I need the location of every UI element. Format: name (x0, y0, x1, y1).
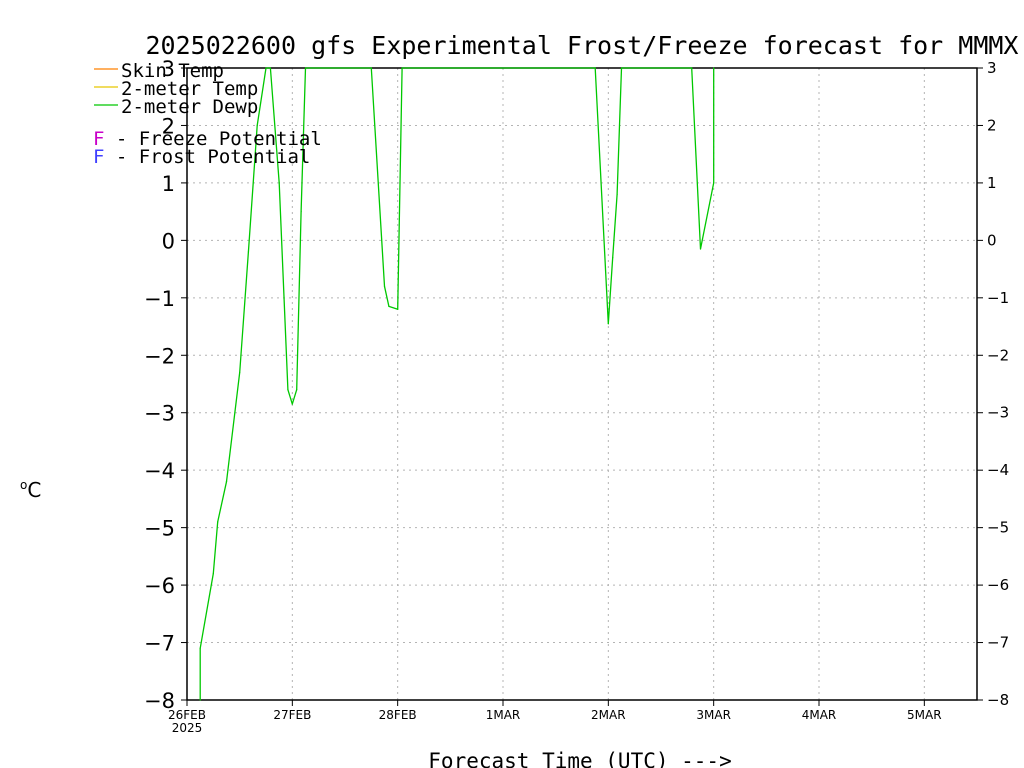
y-tick-label-left: 1 (162, 172, 175, 196)
legend-label: 2-meter Dewp (121, 96, 258, 118)
y-tick-label-left: 0 (162, 229, 175, 253)
series-point-dewpoint (388, 305, 390, 308)
series-point-dewpoint (383, 285, 386, 287)
x-axis-label: Forecast Time (UTC) ---> (428, 749, 731, 768)
y-tick-label-right: 3 (987, 59, 997, 77)
x-tick-label: 26FEB (168, 708, 206, 722)
series-point-dewpoint (278, 182, 280, 184)
series-point-dewpoint (269, 67, 271, 69)
y-tick-label-left: 2 (162, 114, 175, 138)
y-tick-label-left: −8 (144, 689, 175, 713)
series-point-dewpoint (713, 182, 715, 184)
legend-note-text: - Frost Potential (104, 146, 310, 168)
x-tick-label: 4MAR (802, 708, 837, 722)
y-tick-label-right: −5 (987, 519, 1009, 537)
legend-note-letter: F (93, 128, 104, 150)
series-point-dewpoint (620, 67, 623, 69)
series-point-dewpoint (256, 124, 258, 127)
series-point-dewpoint (199, 699, 201, 701)
x-tick-label: 2MAR (591, 708, 626, 722)
x-tick-label: 28FEB (379, 708, 417, 722)
series-point-dewpoint (594, 67, 596, 69)
y-axis-label-degree: o (20, 478, 27, 492)
y-tick-label-right: −8 (987, 691, 1009, 709)
series-point-dewpoint (401, 67, 403, 69)
series-point-dewpoint (691, 67, 693, 69)
series-point-dewpoint (212, 573, 214, 575)
series-point-dewpoint (247, 251, 250, 253)
y-axis-label-unit: C (27, 478, 41, 502)
y-tick-label-right: −7 (987, 634, 1009, 652)
series-point-dewpoint (225, 481, 228, 483)
series-layer (199, 67, 715, 701)
y-tick-label-left: −3 (144, 402, 175, 426)
series-point-dewpoint (217, 521, 219, 523)
series-point-dewpoint (713, 67, 715, 69)
series-point-dewpoint (296, 389, 298, 391)
y-axis-label: oC (20, 478, 41, 502)
y-tick-label-right: −3 (987, 404, 1009, 422)
y-tick-label-right: −6 (987, 576, 1009, 594)
y-axis-right: −8 −7 −6 −5 −4 −3 −2 −1 0 1 2 3 (977, 59, 1009, 709)
series-point-dewpoint (199, 647, 201, 649)
x-tick-label: 27FEB (273, 708, 311, 722)
y-tick-label-right: 0 (987, 231, 997, 249)
legend-note-letter: F (93, 146, 104, 168)
y-tick-label-right: −4 (987, 461, 1009, 479)
series-point-dewpoint (304, 67, 307, 69)
y-tick-label-right: −1 (987, 289, 1009, 307)
series-point-dewpoint (291, 403, 293, 405)
series-point-dewpoint (370, 67, 372, 69)
legend-note: F - Freeze Potential (93, 128, 322, 150)
y-tick-label-left: −6 (144, 574, 175, 598)
x-tick-sublabel: 2025 (172, 721, 203, 735)
series-point-dewpoint (612, 257, 614, 259)
series-point-dewpoint (300, 211, 302, 213)
y-tick-label-left: −1 (144, 287, 175, 311)
y-tick-label-left: −4 (144, 459, 175, 483)
y-axis-left: −8 −7 −6 −5 −4 −3 −2 −1 0 1 2 3 (144, 57, 187, 713)
legend-note: F - Frost Potential (93, 146, 310, 168)
y-tick-label-right: 2 (987, 116, 997, 134)
x-tick-label: 3MAR (696, 708, 731, 722)
x-tick-label: 1MAR (486, 708, 521, 722)
y-tick-label-left: −5 (144, 517, 175, 541)
y-tick-label-left: 3 (162, 57, 175, 81)
series-point-dewpoint (239, 371, 241, 374)
series-point-dewpoint (397, 308, 399, 310)
legend-label: 2-meter Temp (121, 78, 258, 100)
series-point-dewpoint (616, 193, 618, 195)
x-tick-label: 5MAR (907, 708, 942, 722)
series-point-dewpoint (607, 323, 609, 325)
y-tick-label-left: −7 (144, 632, 175, 656)
series-point-dewpoint (287, 389, 289, 391)
series-point-dewpoint (699, 248, 702, 250)
series-line-dewpoint (199, 67, 715, 700)
legend-note-text: - Freeze Potential (104, 128, 321, 150)
y-tick-label-right: 1 (987, 174, 997, 192)
y-tick-label-right: −2 (987, 346, 1009, 364)
chart-title: 2025022600 gfs Experimental Frost/Freeze… (146, 31, 1019, 60)
series-point-dewpoint (265, 67, 267, 69)
legend-label: Skin Temp (121, 60, 224, 82)
y-tick-label-left: −2 (144, 344, 175, 368)
